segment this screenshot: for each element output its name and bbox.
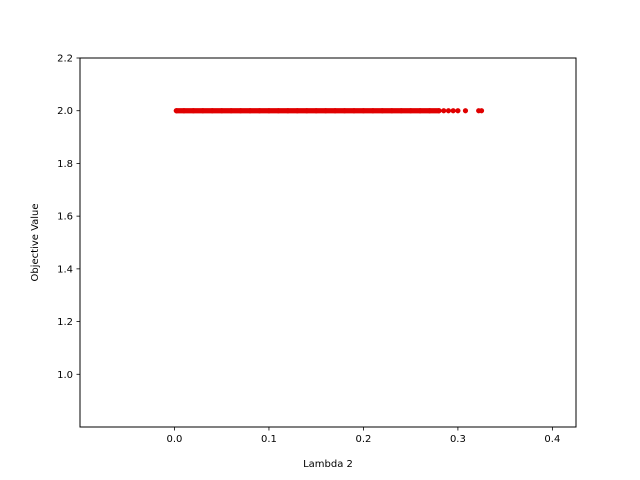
- x-tick-label: 0.0: [167, 434, 183, 445]
- data-point: [441, 108, 447, 114]
- y-tick-label: 1.6: [57, 212, 73, 223]
- plot-area: [80, 58, 576, 427]
- y-tick-label: 1.8: [57, 159, 73, 170]
- x-tick-label: 0.3: [450, 434, 466, 445]
- plot-frame: [79, 57, 577, 428]
- x-tick-label: 0.1: [261, 434, 277, 445]
- data-point: [450, 108, 456, 114]
- data-point: [455, 108, 461, 114]
- x-axis-label: Lambda 2: [303, 459, 353, 470]
- data-point: [445, 108, 452, 114]
- y-tick-label: 2.0: [57, 106, 73, 117]
- x-tick-label: 0.4: [544, 434, 560, 445]
- y-axis-label: Objective Value: [30, 203, 41, 281]
- x-tick-label: 0.2: [355, 434, 371, 445]
- x-axis-ticks: 0.0 0.1 0.2 0.3 0.4: [167, 427, 560, 445]
- data-point: [462, 108, 469, 114]
- data-points: [173, 108, 485, 114]
- y-tick-label: 1.2: [57, 317, 73, 328]
- y-tick-label: 1.0: [57, 370, 73, 381]
- y-tick-label: 2.2: [57, 54, 73, 65]
- y-axis-ticks: 1.0 1.2 1.4 1.6 1.8 2.0 2.2: [57, 54, 80, 381]
- data-point: [478, 108, 485, 114]
- y-tick-label: 1.4: [57, 264, 73, 275]
